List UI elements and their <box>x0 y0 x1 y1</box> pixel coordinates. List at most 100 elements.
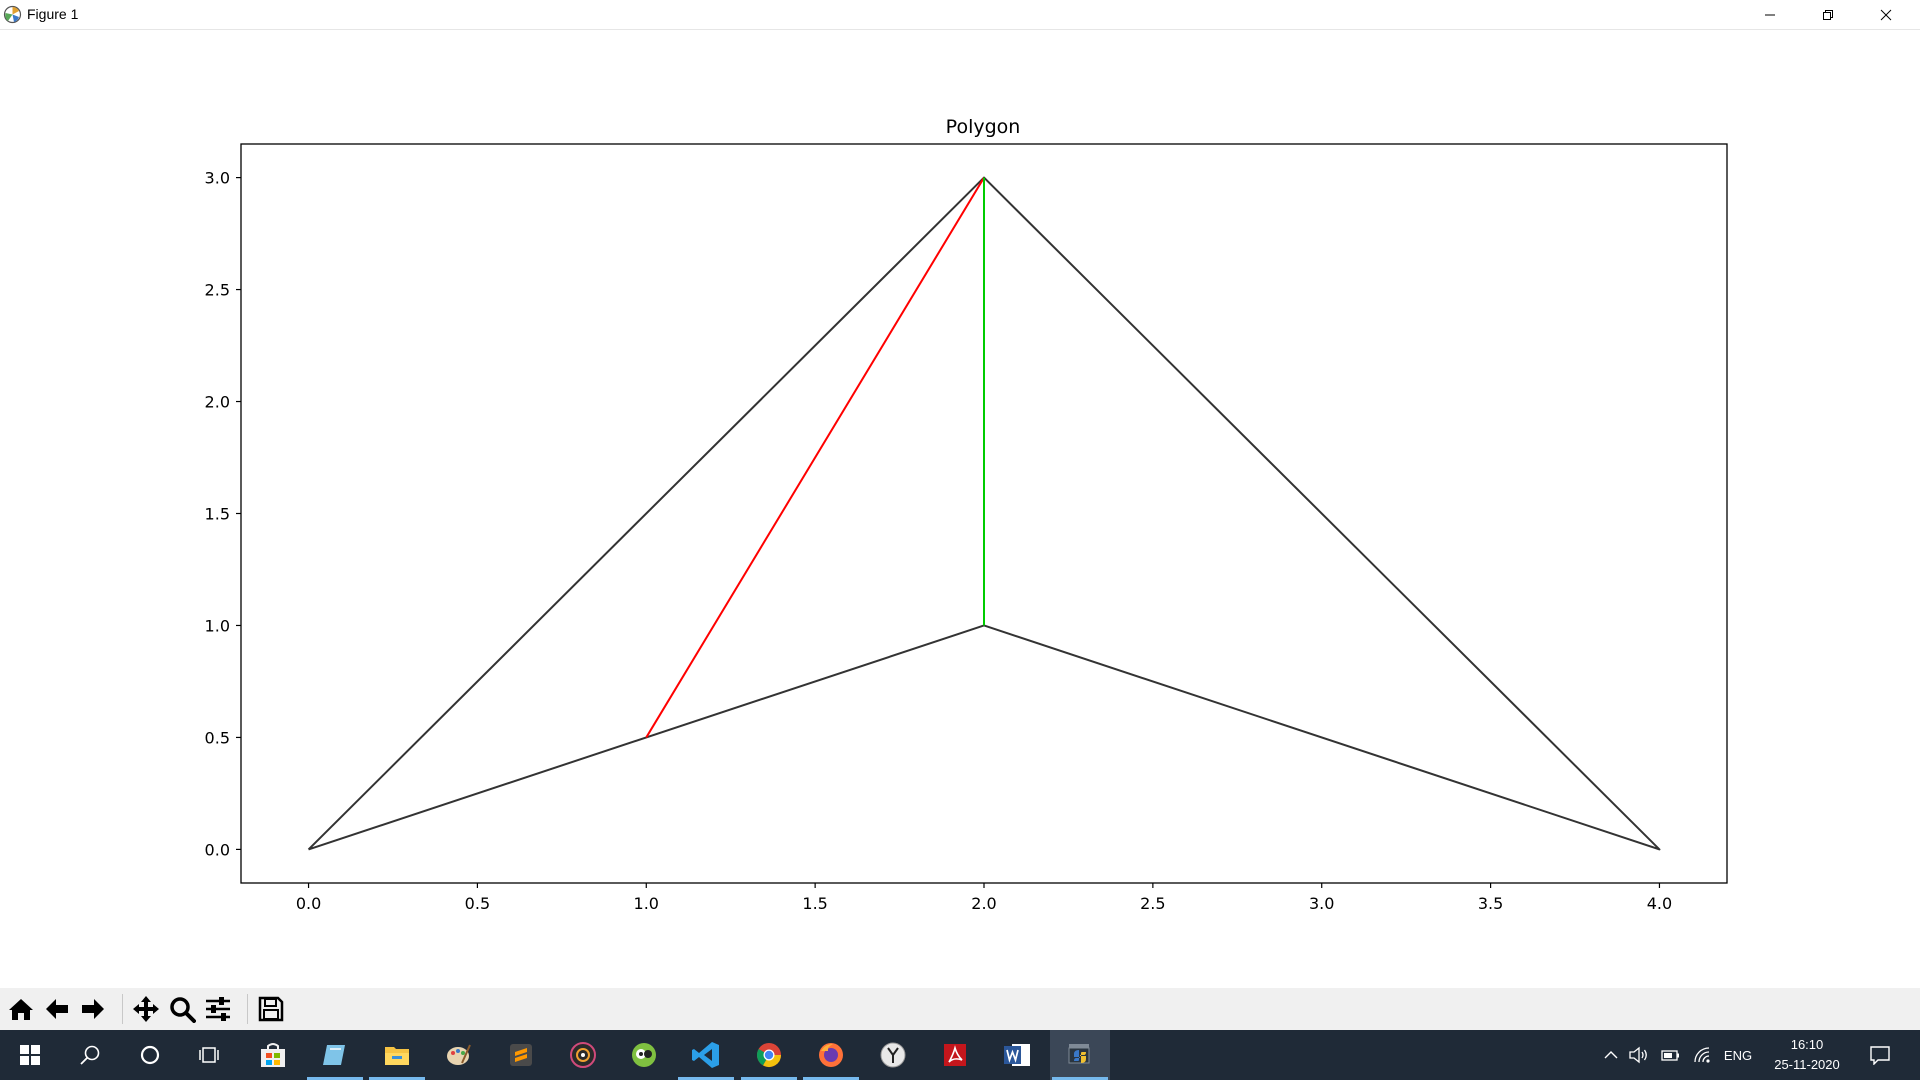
x-tick-label: 0.0 <box>296 894 321 913</box>
show-hidden-icons-button[interactable] <box>1600 1030 1622 1080</box>
y-tick-label: 0.0 <box>205 840 230 859</box>
action-center-button[interactable] <box>1862 1030 1898 1080</box>
taskbar: ENG 16:10 25-11-2020 <box>0 1030 1920 1080</box>
title-bar: Figure 1 <box>0 0 1920 30</box>
x-tick-label: 1.0 <box>634 894 659 913</box>
cortana-icon <box>140 1045 160 1065</box>
system-clock[interactable]: 16:10 25-11-2020 <box>1755 1035 1859 1075</box>
matplotlib-logo-icon <box>3 5 22 24</box>
minimize-icon <box>1765 14 1775 15</box>
taskbar-python[interactable] <box>1050 1030 1110 1080</box>
battery-button[interactable] <box>1659 1030 1683 1080</box>
input-language-button[interactable]: ENG <box>1722 1030 1754 1080</box>
x-tick-label: 3.0 <box>1309 894 1334 913</box>
python-icon <box>1068 1044 1090 1064</box>
clock-app-icon <box>880 1042 906 1068</box>
y-tick-label: 1.5 <box>205 505 230 524</box>
sublime-text-icon <box>510 1044 532 1066</box>
y-tick-label: 2.0 <box>205 393 230 412</box>
pan-button[interactable] <box>129 992 163 1026</box>
back-button[interactable] <box>40 992 74 1026</box>
x-axis: 0.0 0.5 1.0 1.5 2.0 2.5 3.0 3.5 4.0 <box>296 883 1672 913</box>
save-button[interactable] <box>254 992 288 1026</box>
taskbar-green-app[interactable] <box>614 1030 674 1080</box>
y-tick-label: 0.5 <box>205 728 230 747</box>
configure-subplots-button[interactable] <box>201 992 235 1026</box>
navigation-toolbar <box>0 988 1920 1030</box>
task-view-icon <box>199 1047 219 1063</box>
clock-time: 16:10 <box>1790 1037 1824 1052</box>
media-player-icon <box>570 1042 596 1068</box>
file-explorer-icon <box>385 1047 409 1065</box>
restore-icon <box>1823 9 1833 20</box>
taskbar-clock-app[interactable] <box>863 1030 923 1080</box>
vscode-icon <box>692 1042 719 1068</box>
y-axis: 0.0 0.5 1.0 1.5 2.0 2.5 3.0 <box>205 169 241 859</box>
x-tick-label: 4.0 <box>1647 894 1672 913</box>
home-button[interactable] <box>4 992 38 1026</box>
paint-palette-icon <box>447 1044 471 1065</box>
cortana-button[interactable] <box>120 1030 180 1080</box>
forward-arrow-icon <box>82 999 104 1019</box>
clock-date: 25-11-2020 <box>1774 1057 1840 1072</box>
back-arrow-icon <box>46 999 68 1019</box>
window-title: Figure 1 <box>27 6 79 22</box>
plot-lines <box>307 176 1661 851</box>
volume-icon <box>1629 1046 1647 1064</box>
x-tick-label: 0.5 <box>465 894 490 913</box>
taskbar-paint[interactable] <box>428 1030 488 1080</box>
network-button[interactable] <box>1690 1030 1716 1080</box>
y-tick-label: 3.0 <box>205 169 230 188</box>
acrobat-icon <box>944 1044 966 1066</box>
battery-icon <box>1661 1050 1679 1061</box>
chrome-icon <box>756 1043 781 1068</box>
task-view-button[interactable] <box>180 1030 240 1080</box>
search-icon <box>80 1045 100 1065</box>
firefox-icon <box>819 1043 843 1067</box>
x-tick-label: 2.5 <box>1140 894 1165 913</box>
zoom-icon <box>170 997 196 1023</box>
taskbar-file-explorer[interactable] <box>367 1030 427 1080</box>
taskbar-firefox[interactable] <box>801 1030 861 1080</box>
chevron-up-icon <box>1604 1051 1618 1059</box>
chart-title: Polygon <box>946 116 1021 138</box>
figure-canvas[interactable]: Polygon 0.0 0.5 1.0 1.5 2.0 2.5 3.0 3.5 4.0 0.00… <box>0 30 1920 988</box>
microsoft-store-icon <box>261 1043 285 1067</box>
series-line-0 <box>307 176 1661 851</box>
save-icon <box>258 996 284 1022</box>
search-button[interactable] <box>60 1030 120 1080</box>
y-tick-label: 2.5 <box>205 281 230 300</box>
taskbar-vscode[interactable] <box>676 1030 736 1080</box>
x-tick-label: 3.5 <box>1478 894 1503 913</box>
pan-icon <box>133 996 159 1022</box>
taskbar-store[interactable] <box>243 1030 303 1080</box>
windows-logo-icon <box>20 1045 40 1065</box>
forward-button[interactable] <box>76 992 110 1026</box>
restore-button[interactable] <box>1799 0 1857 29</box>
x-tick-label: 1.5 <box>802 894 827 913</box>
word-icon <box>1004 1044 1030 1066</box>
taskbar-media-player[interactable] <box>553 1030 613 1080</box>
taskbar-word[interactable] <box>987 1030 1047 1080</box>
zoom-button[interactable] <box>165 992 199 1026</box>
series-line-1 <box>645 177 985 738</box>
wifi-icon <box>1694 1047 1710 1063</box>
toolbar-separator <box>247 994 248 1024</box>
minimize-button[interactable] <box>1741 0 1799 29</box>
taskbar-chrome[interactable] <box>739 1030 799 1080</box>
start-button[interactable] <box>0 1030 60 1080</box>
volume-button[interactable] <box>1627 1030 1651 1080</box>
taskbar-acrobat[interactable] <box>925 1030 985 1080</box>
taskbar-notes[interactable] <box>305 1030 365 1080</box>
taskbar-sublime-text[interactable] <box>491 1030 551 1080</box>
close-icon <box>1880 9 1892 20</box>
notifications-icon <box>1870 1046 1890 1065</box>
home-icon <box>9 999 33 1020</box>
x-tick-label: 2.0 <box>971 894 996 913</box>
figure-background <box>0 30 1920 988</box>
close-button[interactable] <box>1857 0 1915 29</box>
y-tick-label: 1.0 <box>205 616 230 635</box>
input-language: ENG <box>1723 1047 1753 1063</box>
toolbar-separator <box>122 994 123 1024</box>
green-app-icon <box>632 1043 656 1067</box>
